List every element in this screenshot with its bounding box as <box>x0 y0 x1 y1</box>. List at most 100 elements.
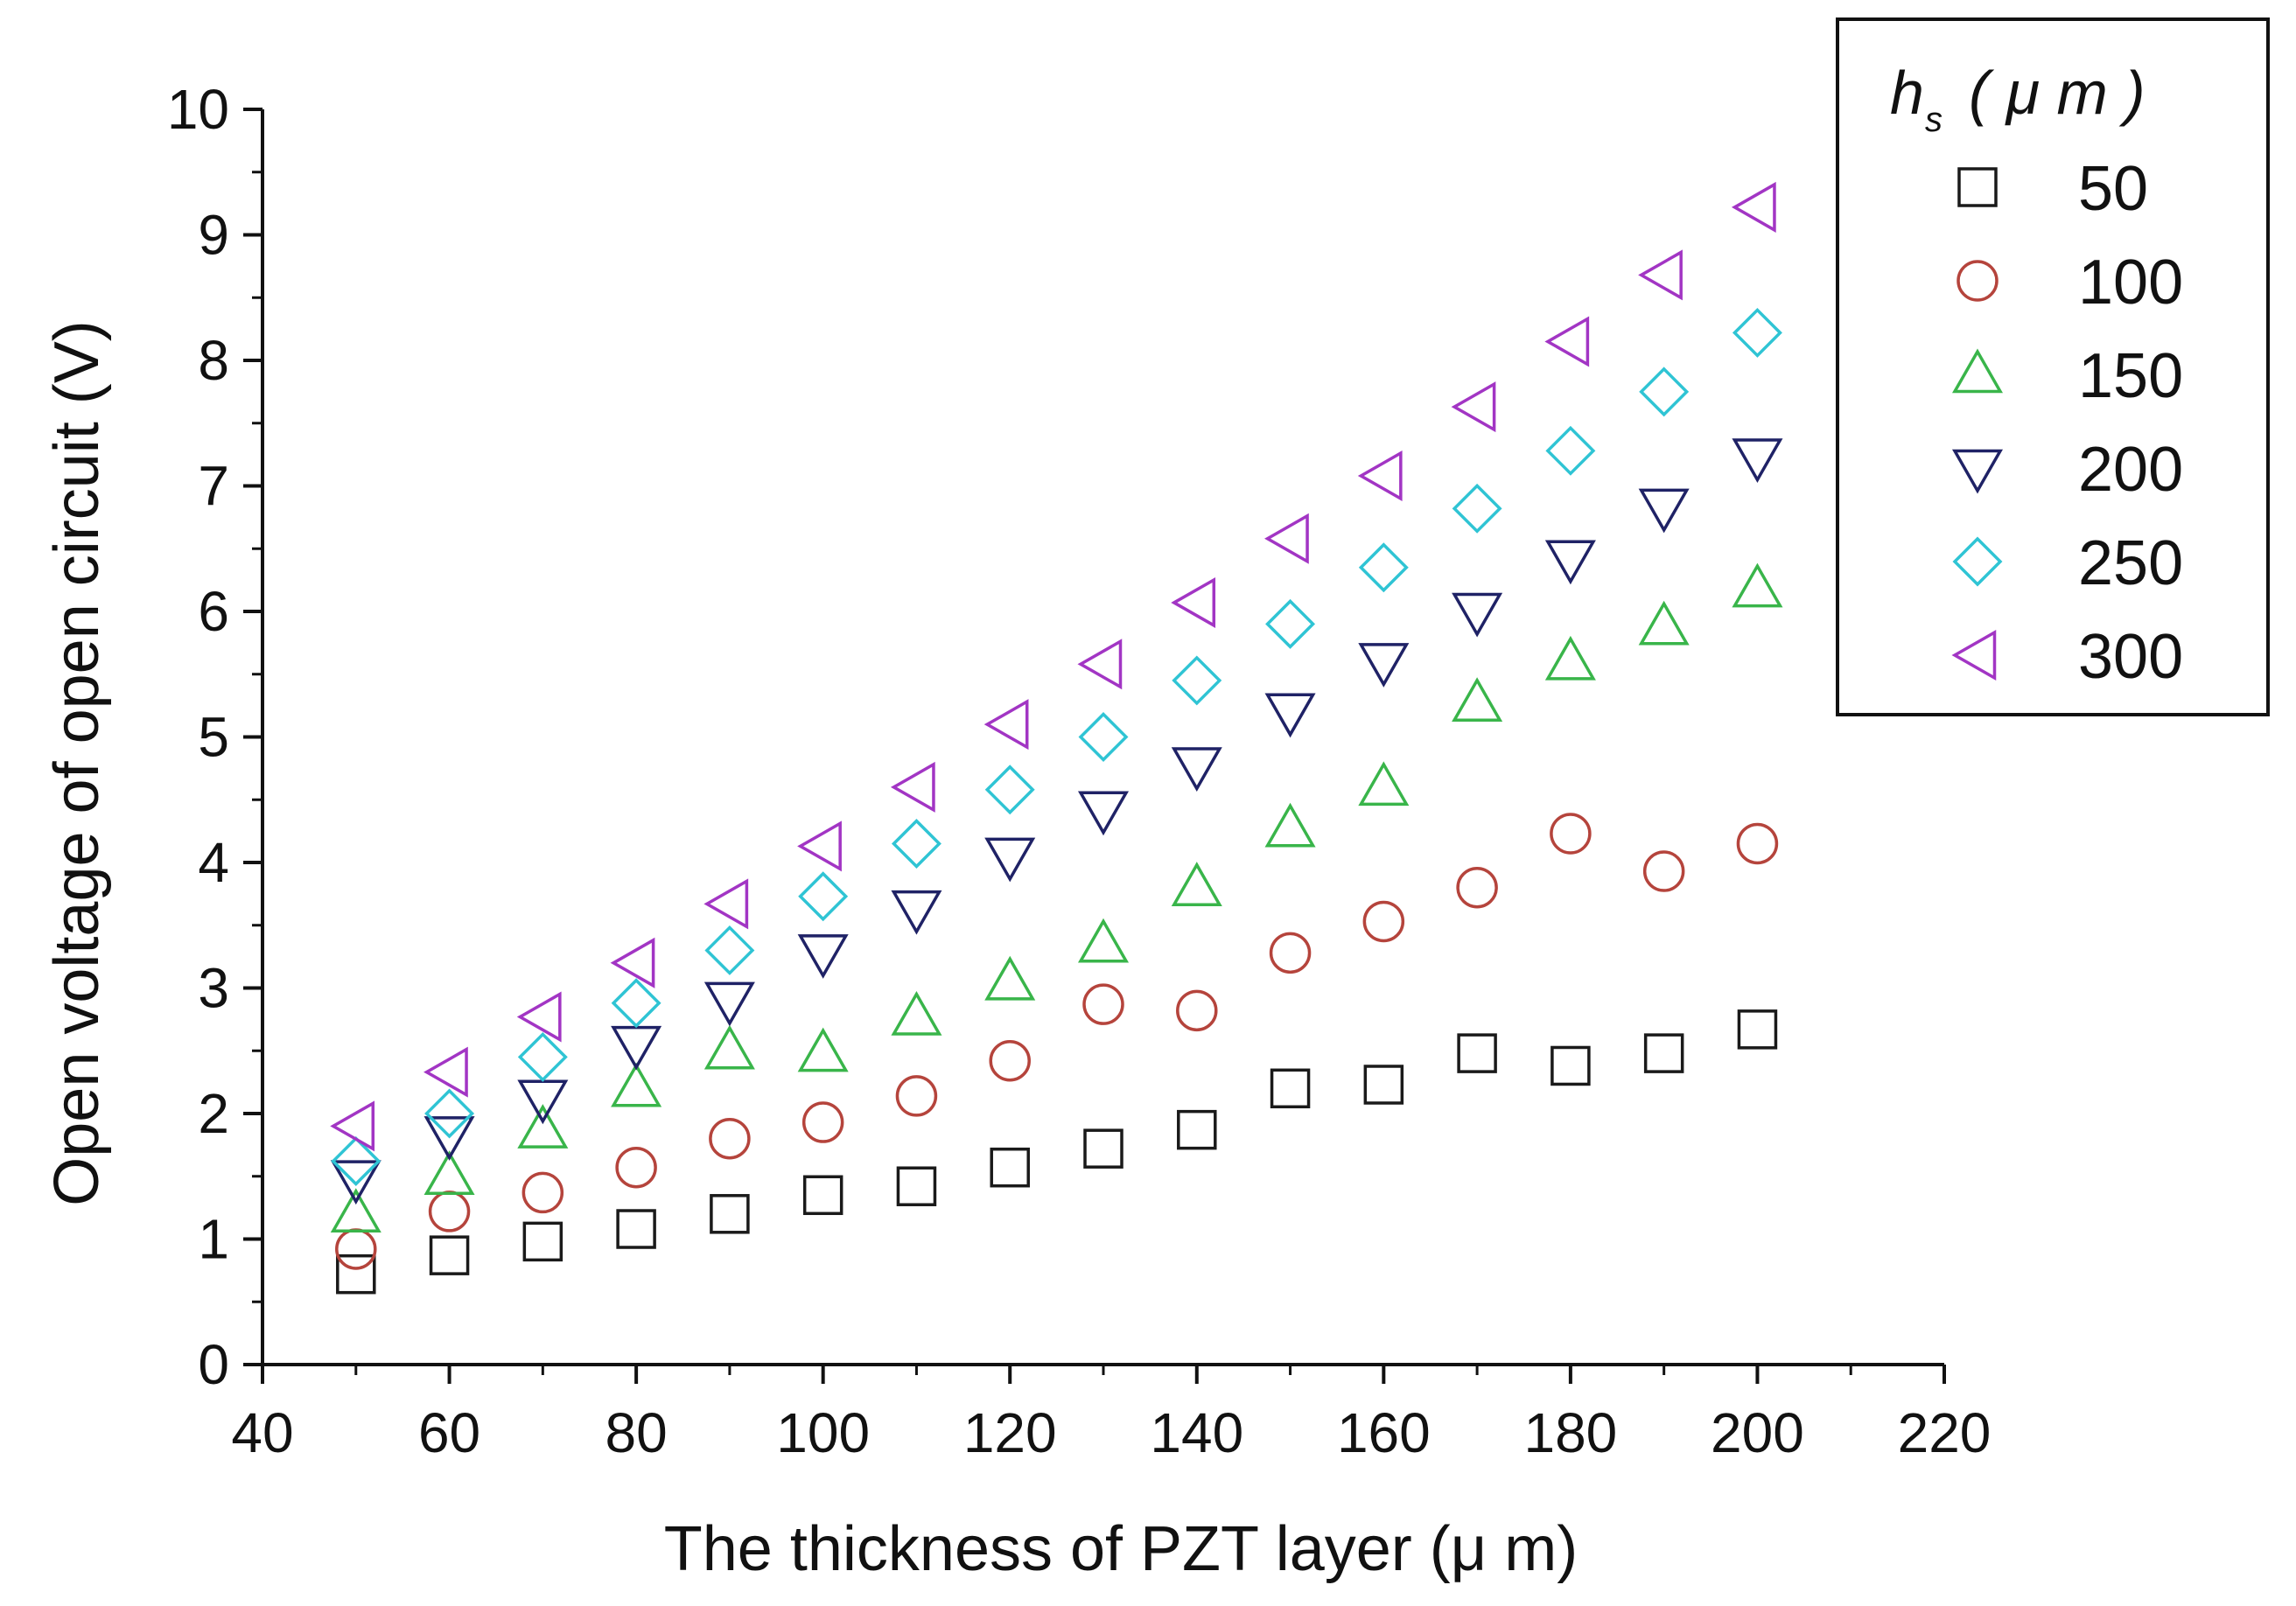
data-point-100 <box>428 1191 471 1232</box>
data-point-150 <box>1732 562 1783 608</box>
data-point-150 <box>330 1188 382 1233</box>
y-tick-label: 9 <box>198 204 229 267</box>
data-point-150 <box>1264 802 1316 848</box>
x-tick-label: 140 <box>1150 1401 1243 1464</box>
data-point-50 <box>1270 1068 1311 1109</box>
data-point-250 <box>1545 425 1596 476</box>
y-tick-label: 2 <box>198 1082 229 1145</box>
legend-marker-250 <box>1952 536 2003 587</box>
data-point-200 <box>1264 693 1316 738</box>
data-point-50 <box>1643 1033 1684 1073</box>
axes: 40 60 80 100 120 140 160 180 200 220 0 1 2 3 4 5 6 7 8 9 10 <box>167 78 1992 1464</box>
data-point-250 <box>1639 367 1690 417</box>
x-tick-label: 200 <box>1711 1401 1804 1464</box>
series-200 <box>330 438 1783 1205</box>
legend-marker-200 <box>1951 449 2004 494</box>
legend: h s ( μ m ) 50 100 150 200 250 300 <box>1836 17 2270 716</box>
data-point-100 <box>1269 932 1312 974</box>
legend-label-200: 200 <box>2078 435 2183 505</box>
series-50 <box>336 1009 1778 1295</box>
legend-label-50: 50 <box>2078 154 2148 224</box>
data-point-100 <box>1456 866 1498 909</box>
data-point-150 <box>704 1024 755 1070</box>
y-tick-label: 7 <box>198 455 229 518</box>
data-point-100 <box>1176 989 1218 1032</box>
data-point-300 <box>704 878 749 930</box>
data-point-50 <box>990 1147 1030 1188</box>
x-tick-label: 120 <box>963 1401 1057 1464</box>
legend-label-300: 300 <box>2078 622 2183 692</box>
x-tick-label: 80 <box>606 1401 668 1464</box>
data-point-200 <box>891 890 942 935</box>
data-point-100 <box>895 1075 938 1117</box>
data-point-150 <box>424 1150 475 1195</box>
data-point-150 <box>1638 600 1690 646</box>
data-point-100 <box>989 1039 1031 1082</box>
legend-marker-50 <box>1957 167 1998 207</box>
data-point-50 <box>802 1175 844 1216</box>
data-point-250 <box>517 1031 568 1082</box>
data-point-250 <box>424 1088 475 1139</box>
data-point-100 <box>709 1117 751 1160</box>
data-point-200 <box>330 1160 382 1205</box>
data-point-150 <box>1544 635 1596 681</box>
data-point-250 <box>1078 712 1129 762</box>
data-point-50 <box>522 1221 564 1262</box>
data-point-150 <box>797 1027 849 1072</box>
data-point-100 <box>1082 983 1124 1025</box>
y-tick-label: 4 <box>198 831 229 894</box>
legend-label-250: 250 <box>2078 528 2183 598</box>
data-point-100 <box>1736 822 1779 865</box>
legend-title-unit: ( μ m ) <box>1969 59 2146 127</box>
data-point-50 <box>1363 1065 1404 1105</box>
data-point-150 <box>1077 918 1130 963</box>
data-point-300 <box>1544 316 1590 367</box>
x-axis-title: The thickness of PZT layer (μ m) <box>664 1514 1578 1584</box>
data-point-150 <box>984 955 1036 1001</box>
legend-box <box>1836 17 2270 716</box>
data-point-200 <box>1358 643 1410 688</box>
data-point-200 <box>984 837 1036 883</box>
data-points <box>330 181 1783 1295</box>
y-tick-label: 8 <box>198 329 229 392</box>
y-tick-label: 6 <box>198 580 229 643</box>
data-point-250 <box>798 871 849 922</box>
x-tick-label: 60 <box>418 1401 480 1464</box>
y-axis-title: Open voltage of open circuit (V) <box>42 320 112 1206</box>
x-tick-label: 160 <box>1337 1401 1431 1464</box>
data-point-50 <box>1550 1045 1591 1086</box>
data-point-300 <box>1638 249 1683 301</box>
y-tick-label: 0 <box>198 1333 229 1396</box>
data-point-250 <box>1452 483 1502 534</box>
data-point-200 <box>797 934 849 979</box>
x-tick-label: 40 <box>231 1401 293 1464</box>
data-point-200 <box>704 981 755 1027</box>
data-point-250 <box>611 978 662 1029</box>
data-point-50 <box>616 1209 656 1249</box>
data-point-50 <box>1457 1033 1497 1073</box>
legend-title-subscript: s <box>1925 101 1942 139</box>
data-point-300 <box>330 1100 375 1152</box>
data-point-100 <box>615 1146 657 1189</box>
data-point-200 <box>611 1025 662 1071</box>
x-tick-label: 100 <box>776 1401 870 1464</box>
data-point-300 <box>1077 639 1123 690</box>
x-tick-label: 180 <box>1523 1401 1617 1464</box>
data-point-200 <box>1452 592 1503 638</box>
data-point-50 <box>336 1253 376 1295</box>
data-point-250 <box>984 765 1035 815</box>
data-point-200 <box>1732 438 1783 484</box>
data-point-300 <box>1357 450 1403 502</box>
data-point-300 <box>516 991 562 1043</box>
y-tick-label: 1 <box>198 1208 229 1271</box>
series-250 <box>331 307 1782 1187</box>
data-point-100 <box>522 1171 564 1214</box>
data-point-200 <box>517 1079 569 1125</box>
data-point-150 <box>517 1104 569 1149</box>
data-point-150 <box>1171 862 1222 906</box>
data-point-50 <box>1083 1128 1124 1169</box>
data-point-200 <box>424 1116 475 1161</box>
series-300 <box>330 181 1776 1152</box>
data-point-150 <box>611 1062 662 1107</box>
data-point-50 <box>429 1235 470 1275</box>
